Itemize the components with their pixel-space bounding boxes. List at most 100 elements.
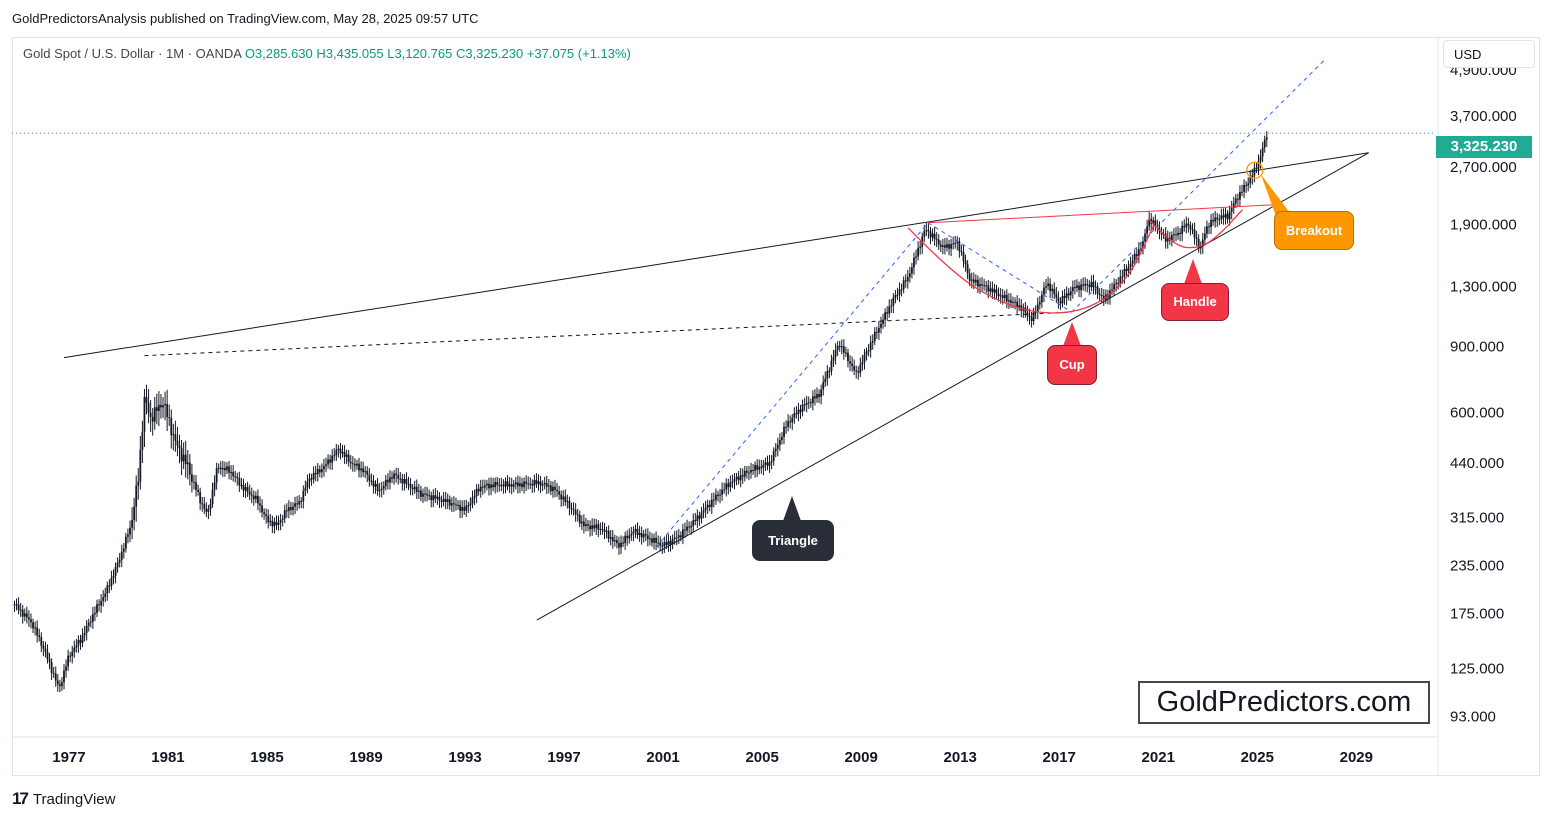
candle-body [127,534,129,537]
symbol-label[interactable]: Gold Spot / U.S. Dollar · 1M · OANDA [23,46,242,61]
candle-body [745,470,748,473]
candle-body [1012,301,1014,303]
candle-body [902,280,905,290]
candle-body [723,489,726,491]
currency-selector[interactable]: USD [1443,40,1535,68]
candle-body [772,451,775,462]
candle-body [178,445,181,449]
candle-body [366,471,369,475]
x-tick-label: 2029 [1340,749,1373,766]
candle-body [205,508,208,512]
candle-body [999,295,1002,297]
footer[interactable]: 17 TradingView [12,789,115,809]
candle-body [58,684,61,687]
x-tick-label: 1985 [250,749,283,766]
candle-body [1135,253,1138,257]
candle-body [63,670,65,683]
candle-body [1045,286,1047,288]
candle-body [1208,226,1210,228]
breakout-callout[interactable]: Breakout [1274,211,1354,250]
candle-body [417,490,420,492]
candle-body [840,346,843,348]
cup-callout[interactable]: Cup [1047,345,1097,385]
candle-body [1206,226,1208,234]
candle-body [704,507,707,511]
candle-body [941,245,944,247]
candle-body [492,484,495,488]
candle-body [403,478,406,484]
y-tick-label: 175.000 [1450,605,1504,622]
candle-body [626,535,629,539]
candle-body [958,241,961,252]
axis-ticks-layer: 1977 1981 1985 1989 1993 1997 2001 2005 2009 2013… [52,62,1516,766]
ohlc-open: O3,285.630 [244,46,313,61]
candle-body [372,480,375,487]
candle-body [162,405,164,408]
candle-body [836,345,839,350]
handle-callout[interactable]: Handle [1161,283,1229,321]
x-tick-label: 1997 [547,749,580,766]
chart-legend: Gold Spot / U.S. Dollar · 1M · OANDA O3,… [23,46,631,61]
candle-body [73,647,76,652]
trendline-channel-2001 [655,222,929,548]
candle-body [1245,185,1248,187]
candle-body [448,499,451,506]
candle-body [1249,177,1252,184]
candle-body [880,323,882,328]
candle-body [193,481,195,483]
candle-body [776,444,779,449]
candle-body [277,522,280,525]
candle-body [993,289,996,293]
candle-body [1055,294,1058,298]
candle-body [925,230,928,232]
candle-body [422,493,424,497]
candle-body [155,407,158,411]
candle-body [915,256,917,258]
candle-body [849,361,851,364]
candle-body [847,352,849,362]
candle-body [1094,286,1097,288]
candle-body [191,474,193,482]
candle-body [34,627,37,629]
candle-body [931,233,934,238]
candle-body [1210,220,1212,228]
candle-body [500,484,503,486]
candle-body [554,486,556,490]
candle-body [94,612,96,615]
candle-body [972,279,975,283]
candle-body [911,267,913,274]
candle-body [778,439,781,445]
candle-body [226,466,228,471]
candle-body [979,284,981,287]
candle-body [867,350,870,352]
candle-body [659,542,662,546]
candle-body [966,264,969,274]
candle-body [987,285,990,292]
y-tick-label: 315.000 [1450,510,1504,527]
candle-body [855,370,858,372]
candle-body [1133,253,1136,261]
candle-body [811,396,814,404]
candle-body [434,495,437,499]
y-tick-label: 93.000 [1450,708,1496,725]
ohlc-close: C3,325.230 [455,46,524,61]
candle-body [692,520,695,526]
candle-body [894,295,897,298]
candle-body [523,481,525,488]
chart-frame[interactable] [12,37,1540,776]
candle-body [232,472,235,477]
candle-body [981,284,983,286]
candle-body [217,467,220,469]
candle-body [471,497,474,504]
candle-body [1119,276,1122,284]
y-tick-label: 1,300.000 [1450,278,1517,295]
candle-body [1183,225,1186,228]
candle-body [888,306,891,314]
candle-body [473,496,476,498]
triangle-callout[interactable]: Triangle [752,520,834,561]
candle-body [787,421,790,427]
candle-body [1061,296,1064,304]
candle-body [261,505,263,513]
candle-body [112,575,115,578]
